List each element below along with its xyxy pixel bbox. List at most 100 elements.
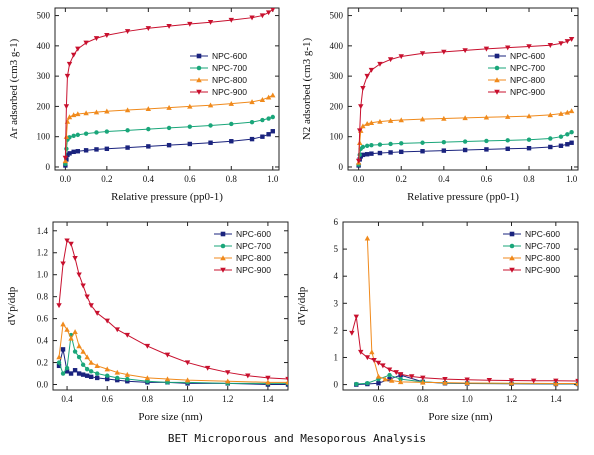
data-point-npc-700: [105, 373, 110, 378]
data-point-npc-700: [104, 129, 110, 134]
data-point-npc-800: [419, 116, 426, 122]
data-point-npc-600: [166, 142, 172, 148]
data-point-npc-900: [568, 36, 575, 42]
data-point-npc-800: [249, 99, 255, 105]
data-point-npc-800: [265, 379, 271, 385]
data-point-npc-900: [419, 51, 426, 57]
data-point-npc-900: [124, 332, 131, 338]
data-point-npc-900: [164, 352, 171, 358]
data-point-npc-900: [56, 303, 62, 309]
y-tick-label: 5: [334, 244, 339, 254]
data-point-npc-800: [88, 359, 94, 365]
data-point-npc-700: [266, 116, 271, 121]
data-point-npc-600: [84, 373, 90, 378]
data-point-npc-600: [399, 149, 404, 155]
data-point-npc-800: [60, 321, 66, 327]
data-point-npc-900: [393, 370, 399, 376]
legend-label-npc-800: NPC-800: [510, 75, 545, 85]
data-point-npc-800: [94, 363, 100, 369]
data-point-npc-800: [104, 108, 110, 114]
data-point-npc-600: [56, 363, 62, 369]
legend-marker: [509, 243, 515, 249]
data-point-npc-900: [553, 378, 559, 384]
panel-2: 0.0 0.2 0.4 0.6 0.8 1.0 0 100 200 300 400 500 Relati…: [301, 7, 579, 203]
data-point-npc-600: [94, 375, 100, 381]
data-point-npc-800: [66, 114, 73, 120]
data-point-npc-900: [204, 365, 211, 371]
data-point-npc-900: [93, 36, 100, 41]
data-point-npc-600: [484, 147, 489, 152]
data-point-npc-800: [104, 366, 110, 372]
data-point-npc-600: [146, 144, 151, 149]
legend-marker: [196, 89, 202, 95]
data-point-npc-800: [389, 377, 395, 383]
data-point-npc-900: [104, 318, 110, 324]
data-point-npc-800: [62, 158, 69, 164]
y-tick-label: 0: [46, 162, 51, 172]
plot-frame: [54, 7, 280, 171]
data-point-npc-900: [358, 104, 364, 110]
data-point-npc-900: [505, 45, 511, 51]
legend-marker: [220, 267, 226, 273]
data-point-npc-900: [60, 261, 66, 267]
data-point-npc-800: [76, 343, 82, 349]
data-point-npc-900: [259, 13, 266, 19]
data-point-npc-800: [228, 100, 234, 106]
data-point-npc-700: [365, 381, 370, 386]
data-point-npc-600: [187, 141, 193, 147]
data-point-npc-900: [63, 104, 70, 110]
data-point-npc-900: [547, 43, 554, 48]
data-point-npc-800: [114, 369, 120, 375]
data-point-npc-900: [371, 357, 377, 363]
x-tick-label: 0.2: [101, 174, 112, 184]
data-point-npc-800: [265, 94, 272, 100]
data-point-npc-600: [526, 145, 532, 151]
data-point-npc-900: [265, 375, 271, 381]
data-point-npc-900: [409, 374, 415, 380]
data-point-npc-700: [76, 354, 82, 360]
data-point-npc-900: [144, 343, 151, 349]
data-point-npc-700: [125, 128, 130, 133]
data-point-npc-700: [398, 376, 403, 382]
data-point-npc-600: [376, 381, 381, 386]
data-point-npc-800: [360, 123, 366, 129]
y-tick-label: 1.4: [37, 226, 49, 236]
data-point-npc-800: [75, 111, 81, 117]
y-tick-label: 0.0: [37, 380, 49, 390]
data-point-npc-700: [71, 133, 76, 138]
data-point-npc-700: [360, 144, 366, 150]
legend-marker: [494, 89, 500, 95]
data-point-npc-600: [548, 144, 553, 150]
x-tick-label: 1.0: [267, 174, 279, 184]
data-point-npc-800: [462, 115, 468, 121]
legend-marker: [509, 255, 515, 261]
data-point-npc-600: [558, 143, 564, 148]
series-group: [56, 238, 288, 387]
panel-3: 0.4 0.6 0.8 1.0 1.2 1.4 0.0 0.2 0.4 0.6 0.8 1.0 1.2 1…: [6, 221, 289, 423]
x-tick-label: 1.0: [462, 394, 474, 404]
legend-marker: [220, 255, 226, 261]
legend-label-npc-700: NPC-700: [525, 241, 560, 251]
data-point-npc-800: [84, 354, 90, 360]
data-point-npc-900: [66, 61, 73, 67]
data-point-npc-600: [67, 151, 72, 156]
legend-marker: [494, 77, 500, 83]
legend-label-npc-800: NPC-800: [525, 253, 560, 263]
data-point-npc-600: [71, 149, 76, 155]
data-point-npc-700: [60, 371, 66, 376]
data-point-npc-600: [369, 151, 374, 156]
data-point-npc-900: [397, 372, 404, 377]
x-tick-label: 1.4: [550, 394, 562, 404]
data-point-npc-700: [56, 360, 62, 365]
data-point-npc-900: [285, 376, 288, 382]
data-point-npc-800: [124, 371, 131, 377]
y-tick-label: 0: [339, 162, 344, 172]
data-point-npc-600: [266, 132, 271, 137]
legend-marker: [220, 243, 226, 249]
data-point-npc-900: [364, 73, 370, 79]
data-point-npc-900: [530, 378, 537, 384]
data-point-npc-800: [398, 117, 404, 123]
data-point-npc-800: [144, 375, 151, 381]
legend-label-npc-600: NPC-600: [212, 51, 247, 61]
data-point-npc-900: [265, 10, 272, 16]
